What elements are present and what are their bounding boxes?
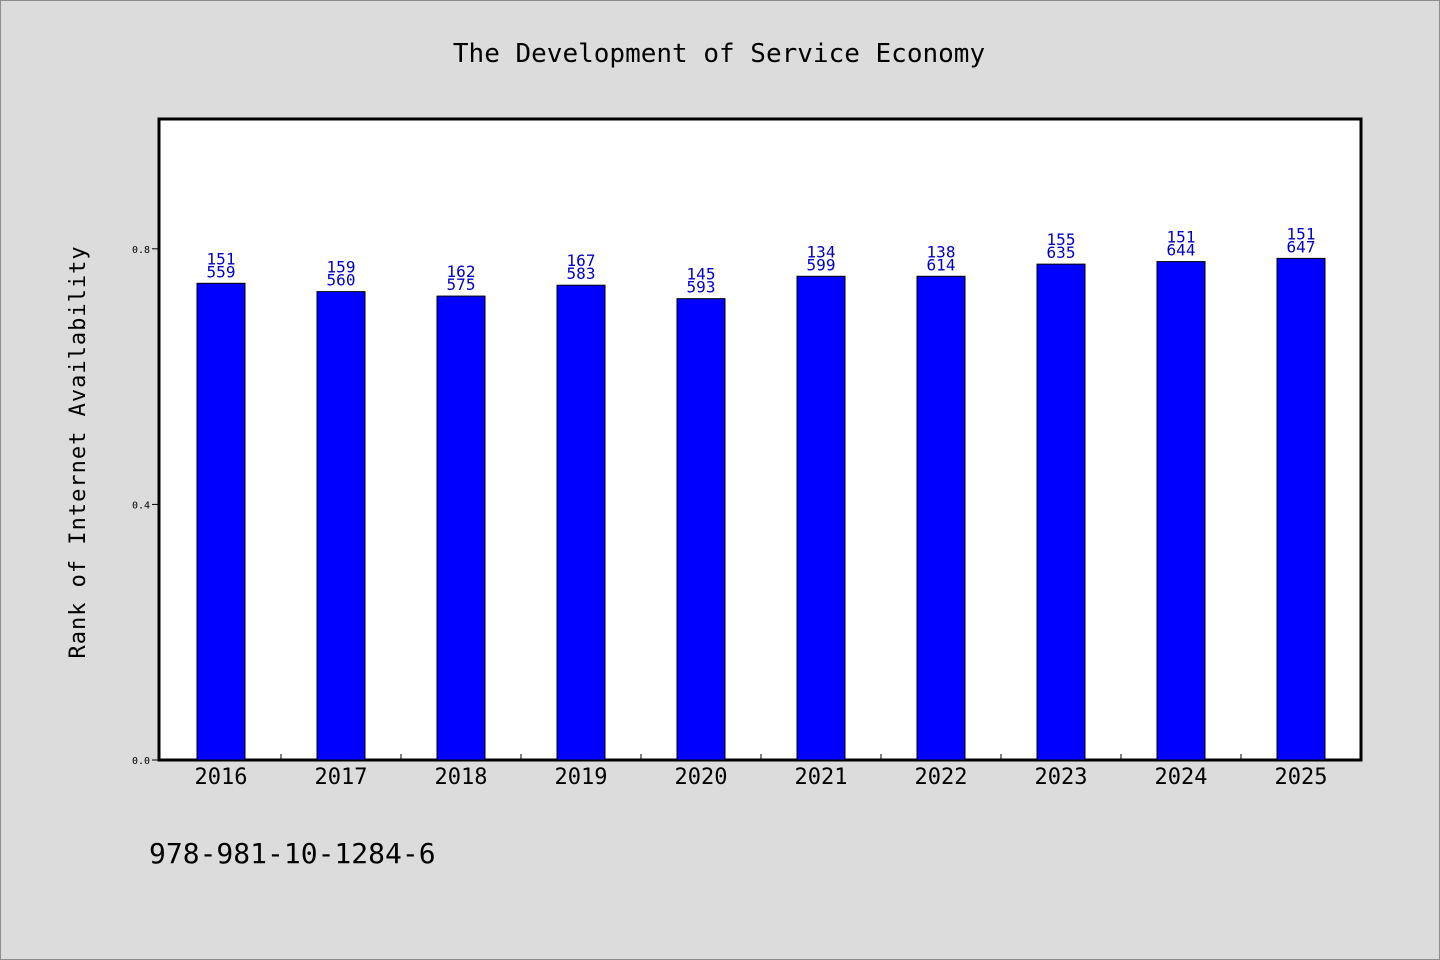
bar-2020	[676, 298, 726, 761]
x-tick-label: 2017	[315, 765, 368, 790]
data-label-top: 162	[447, 262, 476, 281]
data-label-top: 134	[807, 242, 836, 261]
data-label-bottom: 635	[1047, 243, 1076, 262]
bar-2021	[796, 275, 846, 761]
footer-isbn: 978-981-10-1284-6	[149, 837, 436, 870]
bar-2022	[916, 275, 966, 761]
data-label-top: 151	[1287, 224, 1316, 243]
data-label-top: 151	[207, 249, 236, 268]
x-tick-label: 2021	[795, 765, 848, 790]
x-tick-label: 2023	[1035, 765, 1088, 790]
data-label-top: 167	[567, 251, 596, 270]
data-label-top: 145	[687, 265, 716, 284]
bar-2025	[1276, 257, 1326, 761]
bar-2017	[316, 291, 366, 761]
data-label-bottom: 593	[687, 278, 716, 297]
x-tick-label: 2025	[1275, 765, 1328, 790]
bar-2023	[1036, 263, 1086, 761]
data-label-bottom: 560	[327, 271, 356, 290]
x-tick-label: 2020	[675, 765, 728, 790]
data-label-bottom: 559	[207, 262, 236, 281]
bar-2024	[1156, 261, 1206, 761]
y-tick-label: 0.8	[132, 245, 150, 256]
x-tick-label: 2022	[915, 765, 968, 790]
data-label-top: 155	[1047, 230, 1076, 249]
bar-series	[196, 257, 1326, 761]
data-label-bottom: 644	[1167, 241, 1196, 260]
data-label-top: 138	[927, 242, 956, 261]
data-label-bottom: 583	[567, 264, 596, 283]
x-tick-label: 2016	[195, 765, 248, 790]
x-axis-ticks: 2016 2017 2018 2019 2020 2021 2022 2023 2024 2025	[195, 754, 1328, 790]
y-tick-label: 0.0	[132, 756, 150, 767]
data-label-bottom: 614	[927, 255, 956, 274]
y-axis-label: Rank of Internet Availability	[66, 245, 91, 658]
bar-2019	[556, 284, 606, 761]
data-label-bottom: 575	[447, 275, 476, 294]
x-tick-label: 2019	[555, 765, 608, 790]
data-label-bottom: 647	[1287, 237, 1316, 256]
y-tick-label: 0.4	[132, 500, 150, 511]
x-tick-label: 2024	[1155, 765, 1208, 790]
data-label-top: 151	[1167, 228, 1196, 247]
y-axis-ticks: 0.0 0.4 0.8	[132, 245, 160, 767]
bar-2016	[196, 282, 246, 761]
chart-title: The Development of Service Economy	[453, 39, 985, 69]
data-label-top: 159	[327, 258, 356, 277]
bar-2018	[436, 295, 486, 761]
data-label-bottom: 599	[807, 255, 836, 274]
x-tick-label: 2018	[435, 765, 488, 790]
